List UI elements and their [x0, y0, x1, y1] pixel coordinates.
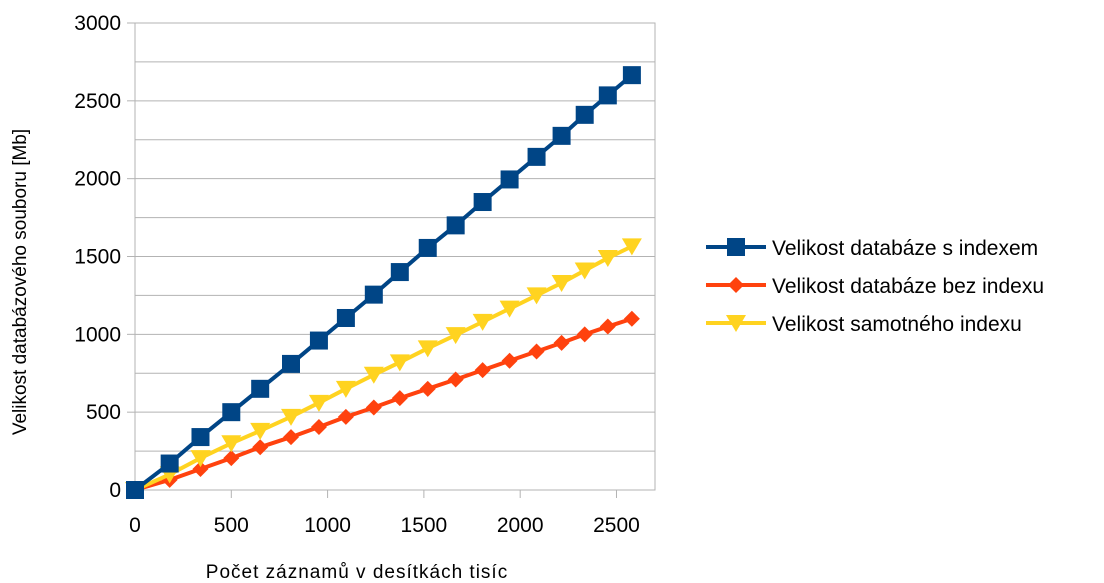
legend: Velikost databáze s indexem Velikost data… — [706, 237, 1044, 336]
data-point — [251, 379, 270, 398]
data-point — [526, 287, 547, 305]
data-point — [223, 450, 240, 467]
data-point — [622, 66, 641, 85]
y-tick-label: 1000 — [74, 323, 121, 346]
y-tick-label: 1500 — [74, 246, 121, 269]
data-point — [575, 105, 594, 124]
series-2 — [127, 310, 640, 498]
data-point — [599, 318, 616, 335]
data-point — [574, 262, 595, 280]
data-point — [309, 331, 328, 350]
legend-label: Velikost databáze bez indexu — [772, 275, 1044, 298]
data-point — [190, 450, 211, 468]
data-point — [597, 250, 618, 268]
series-3 — [125, 238, 642, 499]
x-axis-title: Počet záznamů v desítkách tisíc — [206, 562, 508, 583]
data-point — [390, 263, 409, 282]
y-axis-title: Velikost databázového souboru [Mb] — [10, 129, 31, 435]
legend-label: Velikost databáze s indexem — [772, 237, 1038, 260]
data-point — [419, 380, 436, 397]
data-point — [310, 418, 327, 435]
series-1 — [126, 66, 641, 499]
x-tick-label: 1000 — [304, 514, 351, 537]
data-point — [364, 285, 383, 304]
legend-item: Velikost databáze s indexem — [706, 237, 1038, 260]
data-point — [576, 326, 593, 343]
y-tick-label: 3000 — [74, 12, 121, 35]
data-point — [445, 327, 466, 345]
y-tick-label: 0 — [109, 479, 121, 502]
data-point — [281, 408, 301, 426]
y-axis-ticks: 0 500 1000 1500 2000 2500 3000 — [74, 12, 135, 502]
x-tick-label: 0 — [129, 514, 141, 537]
data-point — [191, 428, 210, 447]
y-tick-label: 2000 — [74, 168, 121, 191]
legend-item: Velikost samotného indexu — [706, 313, 1022, 336]
legend-marker — [726, 315, 746, 332]
data-point — [335, 380, 356, 398]
data-point — [472, 313, 493, 331]
data-point — [501, 352, 518, 369]
data-point — [418, 238, 437, 257]
data-point — [446, 216, 465, 235]
data-point — [365, 399, 382, 416]
data-point — [389, 354, 410, 372]
legend-marker — [727, 238, 745, 256]
data-point — [474, 362, 491, 379]
gridlines — [135, 22, 655, 491]
data-point — [552, 126, 571, 145]
data-point — [391, 390, 408, 407]
data-point — [308, 394, 329, 412]
data-point — [126, 481, 144, 499]
data-point — [473, 193, 492, 212]
data-point — [551, 274, 572, 292]
data-point — [222, 403, 241, 422]
data-point — [623, 310, 640, 327]
legend-label: Velikost samotného indexu — [772, 313, 1022, 336]
x-tick-label: 1500 — [401, 514, 448, 537]
data-point — [363, 366, 384, 384]
data-point — [447, 371, 464, 388]
legend-item: Velikost databáze bez indexu — [706, 275, 1044, 298]
x-tick-label: 500 — [214, 514, 249, 537]
data-point — [192, 460, 209, 477]
x-tick-label: 2000 — [497, 514, 544, 537]
data-point — [283, 429, 299, 446]
series-layer — [125, 66, 642, 499]
data-point — [252, 439, 269, 456]
data-point — [282, 354, 300, 373]
x-axis-ticks: 0 500 1000 1500 2000 2500 — [129, 490, 640, 537]
data-point — [621, 238, 642, 256]
legend-marker — [728, 277, 744, 293]
data-point — [160, 454, 179, 473]
x-tick-label: 2500 — [593, 514, 640, 537]
data-point — [250, 422, 271, 440]
data-point — [336, 308, 355, 327]
y-tick-label: 500 — [86, 401, 121, 424]
data-point — [553, 334, 570, 351]
data-point — [528, 343, 545, 360]
y-tick-label: 2500 — [74, 90, 121, 113]
data-point — [500, 170, 519, 189]
data-point — [221, 435, 242, 453]
data-point — [598, 86, 617, 105]
data-point — [499, 300, 520, 318]
data-point — [417, 340, 438, 358]
data-point — [527, 147, 546, 166]
data-point — [337, 408, 354, 425]
